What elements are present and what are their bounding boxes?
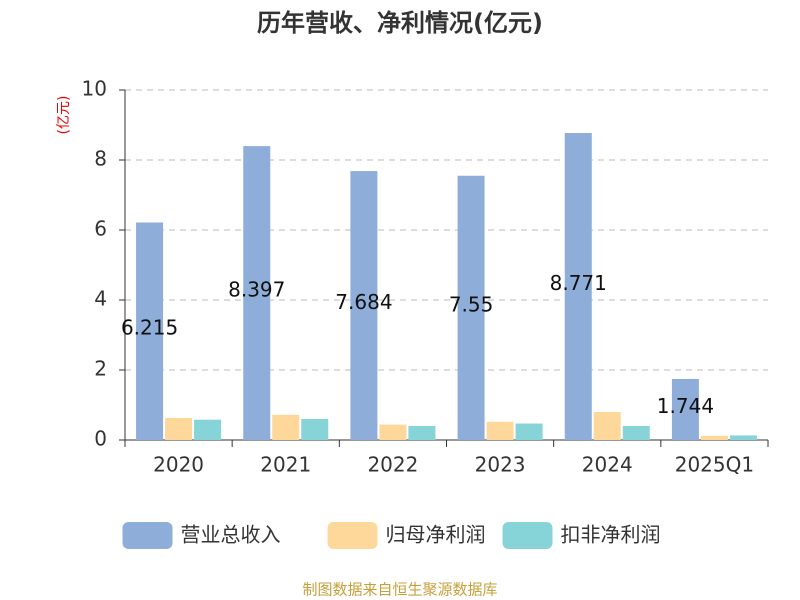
data-label: 6.215 <box>121 316 178 340</box>
legend-swatch <box>502 522 553 549</box>
bar <box>243 146 271 441</box>
y-tick-label: 10 <box>82 77 107 101</box>
bar <box>729 435 757 440</box>
y-tick-label: 0 <box>94 427 107 451</box>
x-tick-label: 2025Q1 <box>675 453 754 477</box>
y-axis-label: (亿元) <box>56 96 72 135</box>
bar <box>593 412 621 440</box>
bar <box>564 133 592 440</box>
legend-label: 扣非净利润 <box>561 523 661 547</box>
bar <box>622 426 650 440</box>
data-label: 7.55 <box>449 292 494 316</box>
x-tick-label: 2021 <box>260 453 311 477</box>
bar <box>457 175 485 440</box>
y-tick-label: 2 <box>94 357 107 381</box>
data-label: 8.397 <box>228 278 285 302</box>
bar <box>165 417 193 440</box>
data-label: 1.744 <box>657 394 714 418</box>
source-note: 制图数据来自恒生聚源数据库 <box>302 581 497 599</box>
bar <box>515 423 543 440</box>
bar <box>671 378 699 440</box>
bar <box>350 171 378 440</box>
x-tick-label: 2022 <box>367 453 418 477</box>
x-tick-label: 2023 <box>475 453 526 477</box>
y-tick-label: 4 <box>94 287 107 311</box>
legend-swatch <box>122 522 173 549</box>
bar <box>194 419 222 440</box>
bar <box>272 414 300 440</box>
bar <box>486 421 514 440</box>
x-tick-label: 2024 <box>582 453 633 477</box>
y-tick-label: 8 <box>94 147 107 171</box>
legend-swatch <box>327 522 378 549</box>
data-label: 7.684 <box>335 290 392 314</box>
bar <box>301 419 329 440</box>
bar <box>379 424 407 440</box>
legend-label: 营业总收入 <box>181 523 281 547</box>
data-label: 8.771 <box>550 271 607 295</box>
bar <box>700 435 728 440</box>
y-tick-label: 6 <box>94 217 107 241</box>
legend-label: 归母净利润 <box>386 523 486 547</box>
chart-title: 历年营收、净利情况(亿元) <box>257 9 543 37</box>
x-tick-label: 2020 <box>153 453 204 477</box>
bar <box>136 222 164 440</box>
bar <box>408 426 436 440</box>
